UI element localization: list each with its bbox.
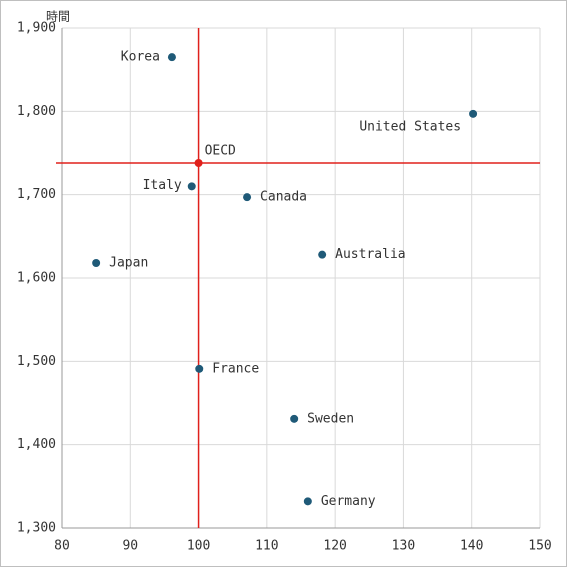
point: [290, 414, 299, 423]
point-label: Korea: [121, 50, 160, 65]
x-tick-label: 110: [255, 539, 278, 554]
y-axis-label: 時間: [46, 10, 70, 24]
point-label: Sweden: [307, 411, 354, 426]
y-tick-label: 1,600: [17, 271, 56, 286]
point: [92, 259, 101, 267]
y-tick-label: 1,900: [17, 21, 56, 36]
point-label: France: [212, 361, 259, 376]
y-tick-label: 1,700: [17, 187, 56, 202]
x-tick-label: 150: [528, 539, 551, 554]
point-label: Australia: [335, 247, 405, 262]
point: [187, 182, 196, 191]
point-label: OECD: [205, 144, 236, 159]
point-label: Japan: [109, 256, 148, 271]
point: [167, 53, 176, 62]
point-label: United States: [359, 119, 461, 134]
point-label: Italy: [143, 178, 182, 193]
x-tick-label: 120: [323, 539, 346, 554]
x-tick-label: 130: [392, 539, 415, 554]
point: [303, 497, 312, 506]
point: [195, 364, 204, 373]
x-tick-label: 140: [460, 539, 483, 554]
point-label: Canada: [260, 190, 307, 205]
y-tick-label: 1,500: [17, 354, 56, 369]
y-tick-label: 1,400: [17, 437, 56, 452]
y-tick-label: 1,800: [17, 104, 56, 119]
x-tick-label: 90: [122, 539, 138, 554]
point-label: Germany: [321, 494, 376, 509]
y-tick-label: 1,300: [17, 521, 56, 536]
point: [194, 159, 203, 167]
x-tick-label: 100: [187, 539, 210, 554]
x-tick-label: 80: [54, 539, 70, 554]
point: [243, 193, 252, 202]
point: [469, 109, 478, 118]
point: [318, 250, 327, 259]
